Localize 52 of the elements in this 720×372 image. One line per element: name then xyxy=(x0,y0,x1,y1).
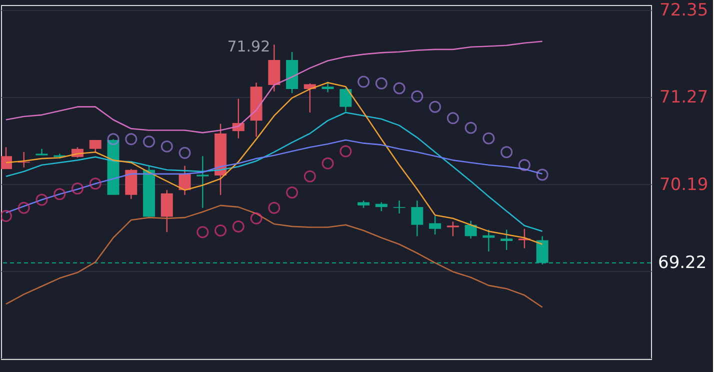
point xyxy=(482,132,495,144)
point xyxy=(54,188,66,200)
point xyxy=(178,146,191,159)
candlestick xyxy=(411,200,424,237)
y-tick-label: 71.27 xyxy=(660,88,708,108)
line-series xyxy=(5,139,543,214)
point xyxy=(107,133,120,146)
candlestick xyxy=(1,146,12,170)
point xyxy=(18,202,30,214)
ref-line-label: 69.22 xyxy=(658,252,707,273)
point xyxy=(196,226,209,238)
candlestick xyxy=(464,220,477,240)
line-series xyxy=(5,112,543,232)
point xyxy=(1,210,12,222)
point xyxy=(464,122,477,134)
candlestick xyxy=(89,139,102,153)
point xyxy=(286,186,298,198)
point xyxy=(518,159,530,172)
point xyxy=(143,136,156,148)
candlestick xyxy=(500,229,513,250)
point xyxy=(125,133,138,146)
point xyxy=(268,202,280,214)
point xyxy=(89,178,102,190)
point xyxy=(36,194,48,206)
candlestick xyxy=(429,215,442,236)
point xyxy=(500,146,513,158)
annotation: 71.92 xyxy=(227,38,270,56)
candlestick xyxy=(340,88,352,112)
line-series xyxy=(5,204,543,308)
point xyxy=(72,182,84,194)
candlestick xyxy=(196,156,209,208)
point xyxy=(214,224,227,236)
point xyxy=(393,82,406,94)
candlestick xyxy=(446,221,459,237)
point xyxy=(429,100,442,113)
point xyxy=(322,157,334,170)
point xyxy=(536,168,548,181)
y-tick-label: 72.35 xyxy=(660,0,708,20)
candlestick xyxy=(482,229,495,252)
y-tick-label: 70.19 xyxy=(660,174,708,195)
point xyxy=(340,145,352,158)
point xyxy=(375,77,388,90)
point xyxy=(446,112,459,124)
line-series xyxy=(5,40,543,134)
point xyxy=(358,76,370,88)
point xyxy=(160,140,173,152)
point xyxy=(250,212,262,224)
point xyxy=(411,90,424,102)
candlestick xyxy=(393,200,406,214)
candlestick xyxy=(160,189,173,233)
point xyxy=(232,220,244,232)
point xyxy=(304,170,316,182)
